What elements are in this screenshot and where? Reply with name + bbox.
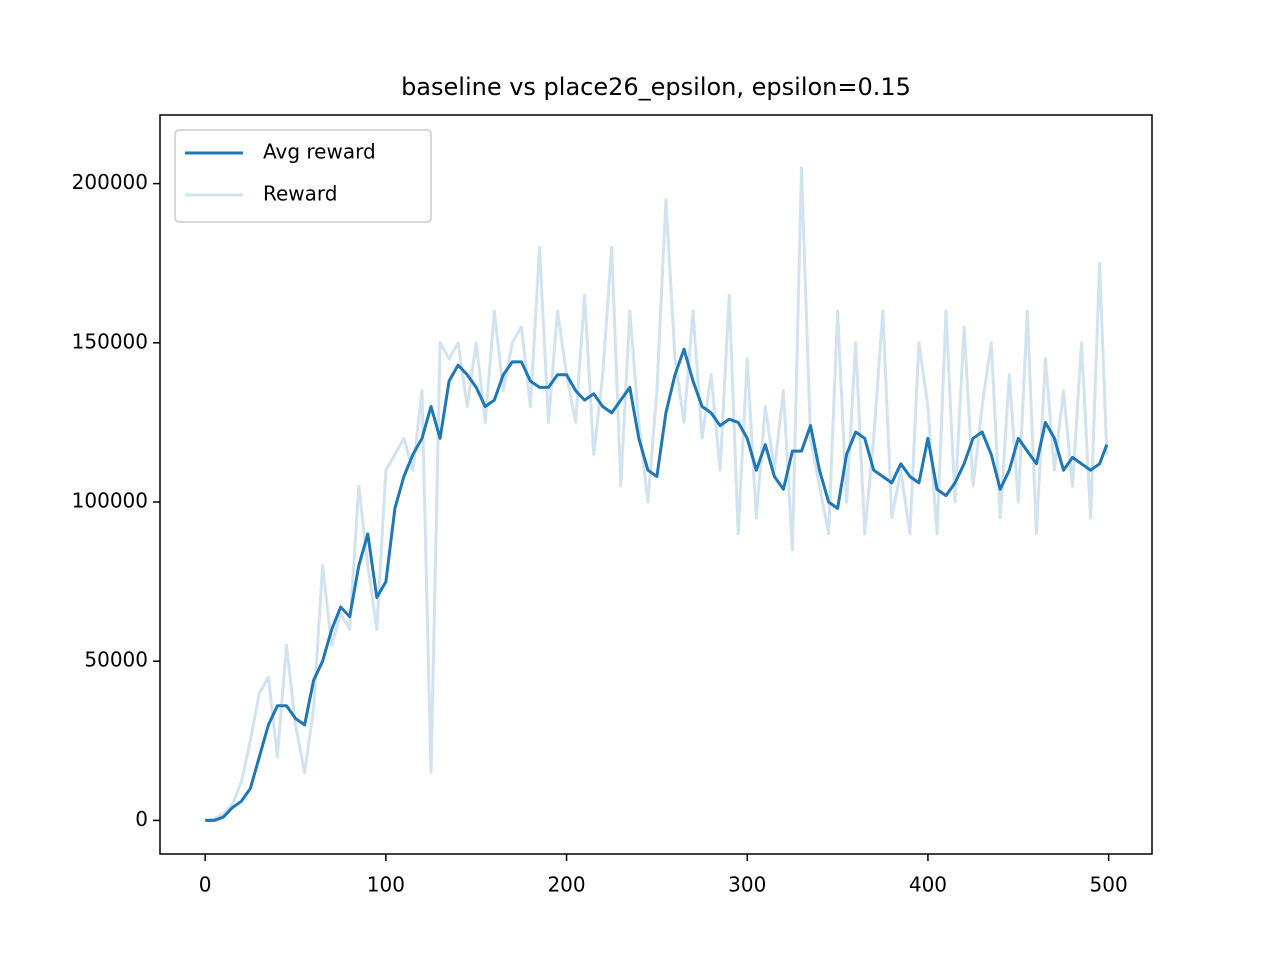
x-tick-label: 100 <box>367 873 405 897</box>
x-tick-label: 0 <box>199 873 212 897</box>
y-tick-label: 50000 <box>84 648 148 672</box>
series-line <box>204 166 1109 822</box>
series-line <box>205 347 1109 822</box>
y-tick-label: 0 <box>135 807 148 831</box>
y-tick-label: 150000 <box>72 329 148 353</box>
legend-label: Reward <box>263 182 337 206</box>
x-tick-label: 500 <box>1090 873 1128 897</box>
plot-frame <box>159 114 1153 855</box>
chart-title: baseline vs place26_epsilon, epsilon=0.1… <box>401 73 911 101</box>
x-tick-label: 300 <box>728 873 766 897</box>
y-tick-label: 100000 <box>72 489 148 513</box>
y-tick-label: 200000 <box>72 170 148 194</box>
x-tick-label: 200 <box>547 873 585 897</box>
x-tick-label: 400 <box>909 873 947 897</box>
legend-label: Avg reward <box>263 140 376 164</box>
